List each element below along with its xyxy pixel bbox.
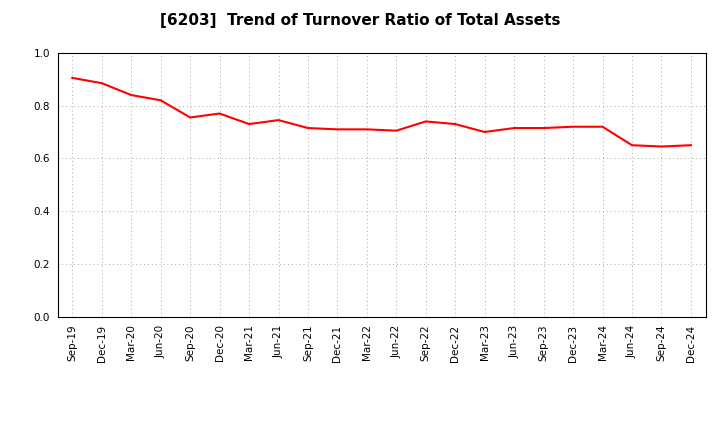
Text: [6203]  Trend of Turnover Ratio of Total Assets: [6203] Trend of Turnover Ratio of Total … (160, 13, 560, 28)
